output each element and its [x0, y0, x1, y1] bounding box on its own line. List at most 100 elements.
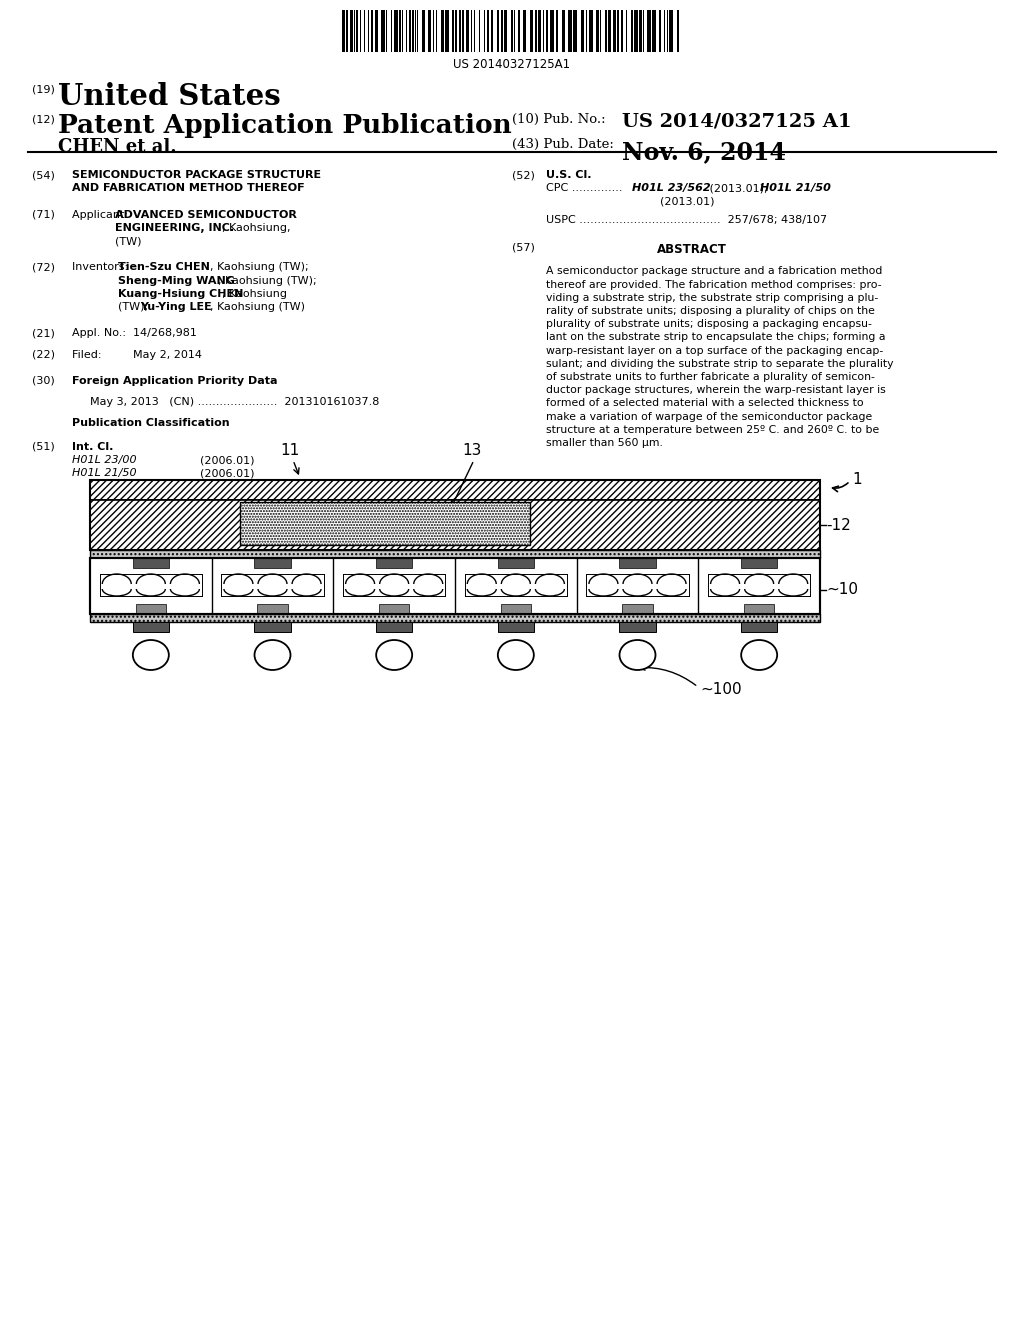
Text: thereof are provided. The fabrication method comprises: pro-: thereof are provided. The fabrication me…: [546, 280, 882, 289]
Bar: [371, 11, 373, 51]
Bar: [412, 11, 414, 51]
Bar: [497, 11, 499, 51]
Text: Filed:         May 2, 2014: Filed: May 2, 2014: [72, 350, 202, 359]
Ellipse shape: [498, 640, 534, 671]
Bar: [744, 605, 774, 612]
Text: Yu-Ying LEE: Yu-Ying LEE: [140, 302, 212, 312]
Bar: [546, 11, 548, 51]
Text: sulant; and dividing the substrate strip to separate the plurality: sulant; and dividing the substrate strip…: [546, 359, 894, 368]
Bar: [342, 11, 345, 51]
Bar: [381, 11, 385, 51]
Bar: [498, 558, 535, 568]
Bar: [617, 11, 618, 51]
Text: of substrate units to further fabricate a plurality of semicon-: of substrate units to further fabricate …: [546, 372, 874, 381]
Text: Appl. No.:  14/268,981: Appl. No.: 14/268,981: [72, 329, 197, 338]
Bar: [581, 11, 584, 51]
Bar: [132, 558, 169, 568]
Bar: [422, 11, 425, 51]
Text: Inventors:: Inventors:: [72, 263, 132, 272]
Text: formed of a selected material with a selected thickness to: formed of a selected material with a sel…: [546, 399, 863, 408]
Text: H01L 23/562: H01L 23/562: [632, 183, 711, 193]
Text: Tien-Szu CHEN: Tien-Szu CHEN: [118, 263, 210, 272]
Text: lant on the substrate strip to encapsulate the chips; forming a: lant on the substrate strip to encapsula…: [546, 333, 886, 342]
Bar: [620, 558, 655, 568]
Text: plurality of substrate units; disposing a packaging encapsu-: plurality of substrate units; disposing …: [546, 319, 871, 329]
Bar: [620, 622, 655, 632]
Bar: [90, 550, 820, 558]
Text: structure at a temperature between 25º C. and 260º C. to be: structure at a temperature between 25º C…: [546, 425, 880, 434]
Bar: [90, 480, 820, 500]
Text: smaller than 560 μm.: smaller than 560 μm.: [546, 438, 663, 447]
Text: A semiconductor package structure and a fabrication method: A semiconductor package structure and a …: [546, 267, 883, 276]
Text: 13: 13: [462, 444, 481, 458]
Bar: [466, 11, 469, 51]
Text: (52): (52): [512, 170, 535, 180]
Bar: [550, 11, 554, 51]
Bar: [652, 11, 656, 51]
Text: H01L 21/50: H01L 21/50: [72, 469, 136, 478]
Text: (TW);: (TW);: [118, 302, 152, 312]
Bar: [523, 11, 526, 51]
Bar: [375, 11, 378, 51]
Bar: [573, 11, 577, 51]
Bar: [639, 11, 642, 51]
Bar: [90, 480, 820, 550]
Bar: [741, 558, 777, 568]
Bar: [677, 11, 679, 51]
Text: (12): (12): [32, 115, 55, 125]
Bar: [445, 11, 449, 51]
Bar: [452, 11, 454, 51]
Bar: [90, 500, 820, 550]
Text: , Kaohsiung (TW);: , Kaohsiung (TW);: [218, 276, 316, 285]
Text: Kuang-Hsiung CHEN: Kuang-Hsiung CHEN: [118, 289, 244, 298]
Bar: [441, 11, 444, 51]
Text: make a variation of warpage of the semiconductor package: make a variation of warpage of the semic…: [546, 412, 872, 421]
Bar: [596, 11, 599, 51]
Bar: [379, 605, 410, 612]
Bar: [455, 11, 457, 51]
Bar: [254, 558, 291, 568]
Text: (2006.01): (2006.01): [165, 455, 255, 465]
Bar: [376, 622, 413, 632]
Bar: [501, 605, 531, 612]
Bar: [518, 11, 520, 51]
Bar: [254, 622, 291, 632]
Bar: [240, 502, 530, 545]
Text: (10) Pub. No.:: (10) Pub. No.:: [512, 114, 605, 125]
Text: (2013.01): (2013.01): [660, 197, 715, 206]
Bar: [90, 550, 820, 558]
Text: rality of substrate units; disposing a plurality of chips on the: rality of substrate units; disposing a p…: [546, 306, 874, 315]
Bar: [634, 11, 638, 51]
Ellipse shape: [620, 640, 655, 671]
Bar: [498, 622, 535, 632]
Text: Publication Classification: Publication Classification: [72, 418, 229, 428]
Bar: [659, 11, 662, 51]
Bar: [376, 558, 413, 568]
Bar: [132, 622, 169, 632]
Bar: [535, 11, 537, 51]
Text: ~100: ~100: [700, 682, 741, 697]
Bar: [409, 11, 411, 51]
Text: H01L 23/00: H01L 23/00: [72, 455, 136, 465]
Ellipse shape: [741, 640, 777, 671]
Text: (57): (57): [512, 243, 535, 252]
Bar: [623, 605, 652, 612]
Bar: [490, 11, 493, 51]
Text: CPC ..............: CPC ..............: [546, 183, 626, 193]
Bar: [530, 11, 534, 51]
Text: United States: United States: [58, 82, 281, 111]
Bar: [257, 605, 288, 612]
Text: ENGINEERING, INC.: ENGINEERING, INC.: [115, 223, 234, 232]
Bar: [562, 11, 565, 51]
Text: Foreign Application Priority Data: Foreign Application Priority Data: [72, 376, 278, 385]
Bar: [647, 11, 651, 51]
Bar: [399, 11, 401, 51]
Bar: [356, 11, 358, 51]
Bar: [346, 11, 348, 51]
Bar: [613, 11, 616, 51]
Bar: [462, 11, 464, 51]
Text: H01L 21/50: H01L 21/50: [760, 183, 830, 193]
Text: (71): (71): [32, 210, 55, 219]
Text: (19): (19): [32, 84, 55, 94]
Text: Nov. 6, 2014: Nov. 6, 2014: [622, 140, 786, 164]
